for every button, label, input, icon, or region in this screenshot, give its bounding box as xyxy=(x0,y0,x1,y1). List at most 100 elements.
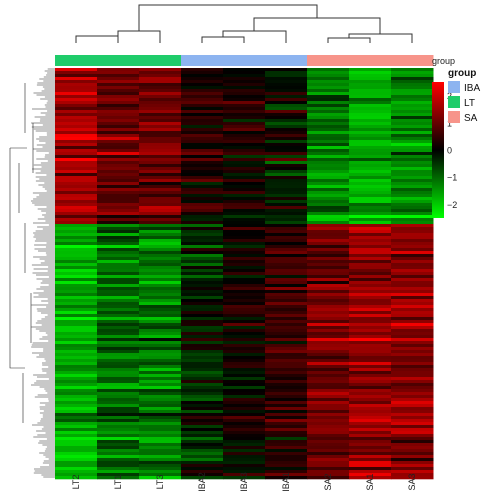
legend-swatch-lt xyxy=(448,96,460,108)
heatmap-cell xyxy=(139,209,182,213)
heatmap-cell xyxy=(265,281,308,285)
heatmap-cell xyxy=(139,260,182,264)
heatmap-cell xyxy=(391,410,434,414)
heatmap-cell xyxy=(223,215,266,219)
heatmap-cell xyxy=(265,395,308,399)
heatmap-cell xyxy=(139,215,182,219)
heatmap-cell xyxy=(97,404,140,408)
heatmap-cell xyxy=(223,146,266,150)
heatmap-cell xyxy=(181,245,224,249)
heatmap-cell xyxy=(97,140,140,144)
heatmap-cell xyxy=(181,449,224,453)
heatmap-cell xyxy=(181,371,224,375)
heatmap-cell xyxy=(349,302,392,306)
heatmap-cell xyxy=(223,164,266,168)
heatmap-cell xyxy=(181,107,224,111)
heatmap-cell xyxy=(181,440,224,444)
heatmap-cell xyxy=(55,251,98,255)
heatmap-cell xyxy=(223,92,266,96)
heatmap-cell xyxy=(139,329,182,333)
heatmap-cell xyxy=(223,422,266,426)
heatmap-cell xyxy=(307,449,350,453)
heatmap-cell xyxy=(139,92,182,96)
heatmap-cell xyxy=(349,161,392,165)
heatmap-cell xyxy=(181,188,224,192)
heatmap-cell xyxy=(223,329,266,333)
heatmap-cell xyxy=(55,296,98,300)
heatmap-cell xyxy=(55,401,98,405)
heatmap-cell xyxy=(265,353,308,357)
heatmap-cell xyxy=(97,317,140,321)
heatmap-cell xyxy=(307,146,350,150)
heatmap-cell xyxy=(307,371,350,375)
heatmap-cell xyxy=(139,89,182,93)
heatmap-cell xyxy=(181,452,224,456)
heatmap-cell xyxy=(223,236,266,240)
heatmap-cell xyxy=(265,167,308,171)
heatmap-cell xyxy=(265,464,308,468)
heatmap-cell xyxy=(97,395,140,399)
heatmap-cell xyxy=(349,278,392,282)
heatmap-cell xyxy=(349,395,392,399)
heatmap-cell xyxy=(223,458,266,462)
heatmap-cell xyxy=(391,464,434,468)
annotation-cell-IBA2 xyxy=(181,55,224,66)
heatmap-cell xyxy=(349,356,392,360)
heatmap-cell xyxy=(349,263,392,267)
heatmap-cell xyxy=(139,245,182,249)
heatmap-cell xyxy=(265,338,308,342)
heatmap-cell xyxy=(223,128,266,132)
heatmap-cell xyxy=(55,425,98,429)
heatmap-cell xyxy=(139,71,182,75)
heatmap-cell xyxy=(181,461,224,465)
heatmap-cell xyxy=(55,293,98,297)
heatmap-cell xyxy=(181,293,224,297)
heatmap-cell xyxy=(265,152,308,156)
heatmap-cell xyxy=(181,380,224,384)
heatmap-cell xyxy=(181,149,224,153)
heatmap-cell xyxy=(391,275,434,279)
heatmap-cell xyxy=(349,287,392,291)
heatmap-cell xyxy=(181,401,224,405)
heatmap-cell xyxy=(223,344,266,348)
heatmap-cell xyxy=(181,281,224,285)
heatmap-cell xyxy=(265,368,308,372)
heatmap-cell xyxy=(55,470,98,474)
heatmap-cell xyxy=(307,95,350,99)
heatmap-cell xyxy=(223,302,266,306)
heatmap-cell xyxy=(55,278,98,282)
heatmap-cell xyxy=(223,335,266,339)
heatmap-cell xyxy=(265,80,308,84)
heatmap-cell xyxy=(223,365,266,369)
annotation-cell-IBA1 xyxy=(265,55,308,66)
heatmap-cell xyxy=(391,368,434,372)
heatmap-cell xyxy=(391,392,434,396)
heatmap-cell xyxy=(391,452,434,456)
heatmap-cell xyxy=(55,155,98,159)
heatmap-cell xyxy=(97,341,140,345)
heatmap-cell xyxy=(181,428,224,432)
heatmap-cell xyxy=(139,98,182,102)
heatmap-cell xyxy=(307,71,350,75)
heatmap-cell xyxy=(55,143,98,147)
heatmap-cell xyxy=(391,437,434,441)
heatmap-cell xyxy=(391,473,434,477)
heatmap-cell xyxy=(181,416,224,420)
heatmap-cell xyxy=(223,305,266,309)
colorbar-tick-label: −2 xyxy=(447,200,457,210)
heatmap-cell xyxy=(181,68,224,72)
heatmap-cell xyxy=(391,320,434,324)
heatmap-cells xyxy=(55,68,434,480)
heatmap-cell xyxy=(391,86,434,90)
heatmap-cell xyxy=(223,341,266,345)
heatmap-cell xyxy=(307,476,350,480)
heatmap-cell xyxy=(181,284,224,288)
heatmap-cell xyxy=(391,413,434,417)
heatmap-cell xyxy=(181,197,224,201)
heatmap-cell xyxy=(181,392,224,396)
heatmap-cell xyxy=(223,239,266,243)
heatmap-cell xyxy=(181,122,224,126)
heatmap-cell xyxy=(349,452,392,456)
heatmap-cell xyxy=(181,422,224,426)
heatmap-cell xyxy=(307,248,350,252)
